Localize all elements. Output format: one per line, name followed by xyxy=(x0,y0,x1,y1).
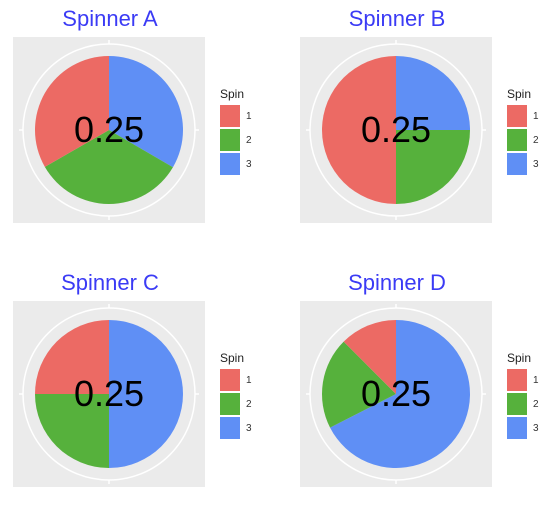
legend-label: 1 xyxy=(246,374,252,386)
pie-slice-2 xyxy=(322,341,396,428)
spinner-b-chart: Spinner B 0.25 Spin 1 2 3 xyxy=(287,0,548,251)
pie-slice-2 xyxy=(35,394,109,468)
legend-title: Spin xyxy=(220,351,245,365)
legend-title: Spin xyxy=(507,87,532,101)
legend-swatch xyxy=(220,153,240,175)
pie-svg xyxy=(19,304,199,484)
legend-item: 1 xyxy=(220,104,270,128)
legend-swatch xyxy=(507,105,527,127)
legend-item: 3 xyxy=(507,152,548,176)
pie-slice-2 xyxy=(396,130,470,204)
pie-slice-1 xyxy=(35,55,109,167)
spinner-c-chart: Spinner C 0.25 Spin 1 2 3 xyxy=(0,264,274,515)
legend-label: 1 xyxy=(246,110,252,122)
legend-label: 2 xyxy=(533,134,539,146)
legend-swatch xyxy=(220,105,240,127)
legend-swatch xyxy=(220,129,240,151)
legend-swatch xyxy=(507,153,527,175)
legend-item: 3 xyxy=(220,416,270,440)
legend-label: 2 xyxy=(246,134,252,146)
pie-svg xyxy=(19,40,199,220)
legend-item: 1 xyxy=(507,104,548,128)
legend-item: 1 xyxy=(507,368,548,392)
pie-panel: 0.25 xyxy=(13,37,205,223)
legend-label: 1 xyxy=(533,110,539,122)
pie-svg xyxy=(306,304,486,484)
legend: Spin 1 2 3 xyxy=(220,87,270,176)
legend-item: 3 xyxy=(220,152,270,176)
pie-slice-2 xyxy=(44,130,173,204)
pie-panel: 0.25 xyxy=(13,301,205,487)
legend-label: 2 xyxy=(533,398,539,410)
pie-slice-3 xyxy=(396,56,470,130)
chart-title: Spinner B xyxy=(348,6,446,31)
pie-svg xyxy=(306,40,486,220)
legend-label: 2 xyxy=(246,398,252,410)
pie-slice-1 xyxy=(343,320,396,394)
chart-title: Spinner D xyxy=(348,270,446,295)
legend-item: 3 xyxy=(507,416,548,440)
spinner-d-chart: Spinner D 0.25 Spin 1 2 3 xyxy=(287,264,548,515)
legend-label: 3 xyxy=(246,422,252,434)
legend-item: 2 xyxy=(507,392,548,416)
pie-slice-3 xyxy=(109,320,183,468)
legend: Spin 1 2 3 xyxy=(507,351,548,440)
pie-slice-3 xyxy=(330,320,470,468)
legend-swatch xyxy=(507,393,527,415)
legend-label: 1 xyxy=(533,374,539,386)
chart-title: Spinner A xyxy=(62,6,158,31)
legend-swatch xyxy=(507,417,527,439)
legend-label: 3 xyxy=(533,422,539,434)
legend-label: 3 xyxy=(533,158,539,170)
pie-slice-1 xyxy=(35,320,109,394)
legend-swatch xyxy=(220,393,240,415)
pie-slice-3 xyxy=(109,56,183,168)
legend-item: 2 xyxy=(220,392,270,416)
legend-item: 2 xyxy=(507,128,548,152)
legend-item: 1 xyxy=(220,368,270,392)
legend: Spin 1 2 3 xyxy=(507,87,548,176)
legend-item: 2 xyxy=(220,128,270,152)
chart-title: Spinner C xyxy=(61,270,159,295)
spinner-a-chart: Spinner A 0.25 Spin 1 2 3 xyxy=(0,0,274,251)
pie-panel: 0.25 xyxy=(300,37,492,223)
legend-swatch xyxy=(220,369,240,391)
legend-title: Spin xyxy=(507,351,532,365)
pie-panel: 0.25 xyxy=(300,301,492,487)
legend-swatch xyxy=(507,129,527,151)
pie-slice-1 xyxy=(322,56,396,204)
legend-swatch xyxy=(220,417,240,439)
legend-title: Spin xyxy=(220,87,245,101)
legend-label: 3 xyxy=(246,158,252,170)
legend-swatch xyxy=(507,369,527,391)
legend: Spin 1 2 3 xyxy=(220,351,270,440)
